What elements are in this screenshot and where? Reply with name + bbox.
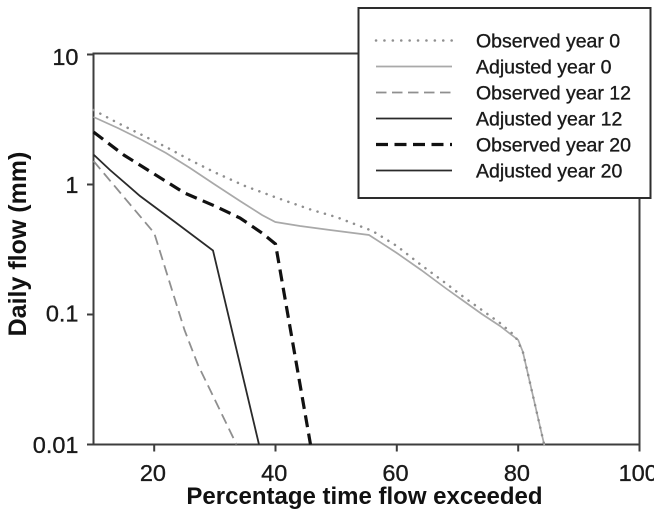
svg-text:Observed year 0: Observed year 0: [476, 31, 620, 53]
svg-text:1: 1: [65, 172, 78, 198]
svg-text:Adjusted year 20: Adjusted year 20: [476, 161, 623, 183]
svg-text:Daily flow (mm): Daily flow (mm): [4, 152, 32, 337]
svg-text:60: 60: [382, 460, 408, 486]
svg-text:20: 20: [140, 460, 166, 486]
svg-text:Observed year 12: Observed year 12: [476, 83, 631, 105]
svg-text:0.1: 0.1: [46, 301, 79, 327]
svg-text:40: 40: [261, 460, 287, 486]
svg-text:100: 100: [619, 460, 654, 486]
svg-text:Adjusted year 12: Adjusted year 12: [476, 109, 622, 131]
svg-text:10: 10: [52, 44, 78, 70]
svg-text:80: 80: [504, 460, 530, 486]
svg-text:Observed year 20: Observed year 20: [476, 135, 631, 157]
svg-text:0.01: 0.01: [33, 432, 79, 458]
svg-text:Percentage time flow exceeded: Percentage time flow exceeded: [186, 483, 542, 510]
svg-text:Adjusted year 0: Adjusted year 0: [476, 57, 612, 79]
